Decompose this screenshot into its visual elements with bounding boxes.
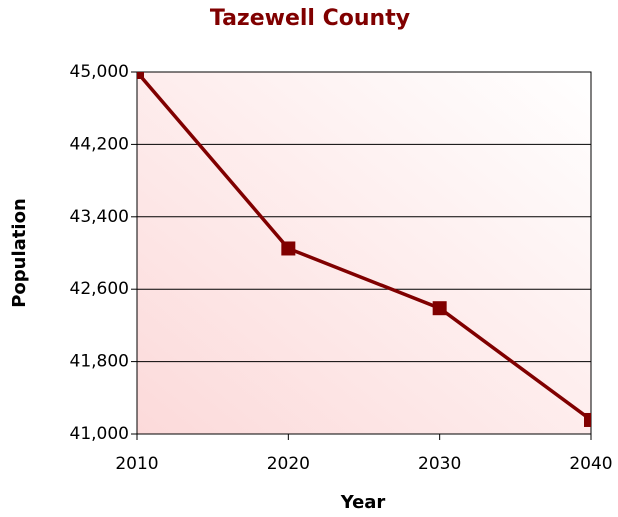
x-tick-label: 2010 <box>115 454 158 474</box>
y-tick-label: 42,600 <box>70 279 129 299</box>
data-point <box>584 412 591 427</box>
y-tick-label: 43,400 <box>70 207 129 227</box>
y-tick-label: 41,800 <box>70 352 129 372</box>
y-tick-label: 45,000 <box>70 62 129 82</box>
x-tick-label: 2030 <box>418 454 461 474</box>
series-line <box>137 72 591 422</box>
y-tick-label: 41,000 <box>70 424 129 444</box>
data-point <box>137 72 144 79</box>
series-group <box>137 72 591 427</box>
x-tick-label: 2020 <box>267 454 310 474</box>
x-axis-label: Year <box>340 492 386 513</box>
y-axis-label: Population <box>9 198 30 308</box>
x-tick-label: 2040 <box>569 454 612 474</box>
data-point <box>432 301 447 316</box>
y-tick-label: 44,200 <box>70 134 129 154</box>
data-point <box>281 241 296 256</box>
plot-area <box>136 71 592 435</box>
chart-title: Tazewell County <box>210 6 410 31</box>
